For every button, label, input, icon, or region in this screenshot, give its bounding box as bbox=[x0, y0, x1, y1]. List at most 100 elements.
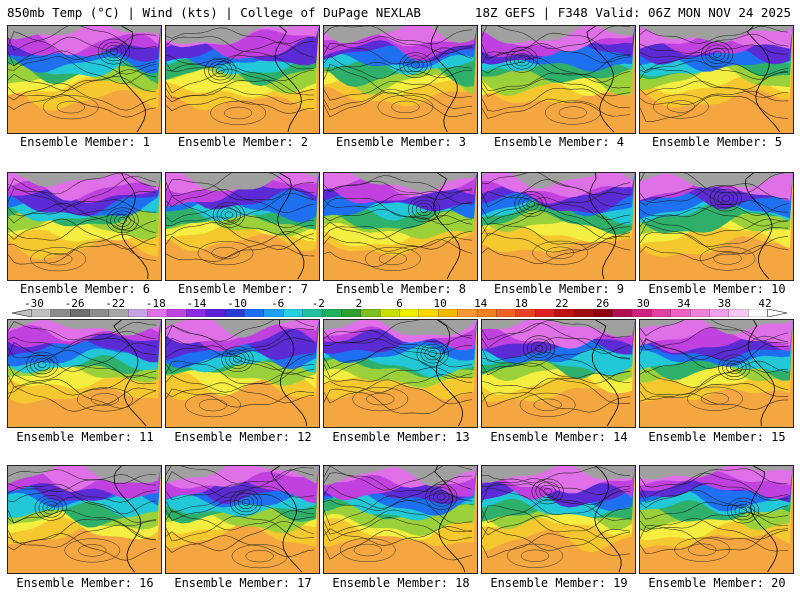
colorbar-swatch bbox=[515, 309, 536, 317]
colorbar-swatch bbox=[476, 309, 497, 317]
ensemble-member-map bbox=[639, 319, 794, 428]
colorbar-tick-label: -6 bbox=[271, 297, 285, 310]
ensemble-member-map bbox=[323, 319, 478, 428]
ensemble-member-label: Ensemble Member: 4 bbox=[493, 135, 625, 149]
model-run-valid-time: 18Z GEFS | F348 Valid: 06Z MON NOV 24 20… bbox=[474, 5, 791, 20]
colorbar-swatch bbox=[302, 309, 323, 317]
colorbar-swatch bbox=[128, 309, 149, 317]
ensemble-member-label: Ensemble Member: 15 bbox=[648, 430, 786, 444]
colorbar-swatch bbox=[399, 309, 420, 317]
colorbar-tick-label: 34 bbox=[677, 297, 691, 310]
colorbar-swatch bbox=[379, 309, 400, 317]
colorbar-swatch bbox=[263, 309, 284, 317]
colorbar-tick-label: 2 bbox=[355, 297, 363, 310]
ensemble-member-label: Ensemble Member: 17 bbox=[174, 576, 312, 590]
ensemble-member-map bbox=[165, 172, 320, 281]
colorbar-swatch bbox=[89, 309, 110, 317]
colorbar-tick-label: -2 bbox=[311, 297, 325, 310]
ensemble-member-map bbox=[323, 465, 478, 574]
ensemble-member-map bbox=[7, 172, 162, 281]
colorbar-swatch bbox=[69, 309, 90, 317]
ensemble-member-map bbox=[323, 172, 478, 281]
colorbar-tick-label: 10 bbox=[433, 297, 447, 310]
ensemble-member-map bbox=[7, 319, 162, 428]
colorbar-swatch bbox=[438, 309, 459, 317]
colorbar-swatch bbox=[341, 309, 362, 317]
ensemble-member-label: Ensemble Member: 11 bbox=[16, 430, 154, 444]
colorbar-tick-label: 38 bbox=[717, 297, 732, 310]
ensemble-member-map bbox=[481, 319, 636, 428]
ensemble-member-map bbox=[323, 25, 478, 134]
colorbar-swatch bbox=[728, 309, 749, 317]
colorbar-swatch bbox=[612, 309, 633, 317]
colorbar-tick-label: -30 bbox=[24, 297, 44, 310]
colorbar-tick-label: 6 bbox=[396, 297, 403, 310]
ensemble-member-map bbox=[165, 465, 320, 574]
colorbar-swatch bbox=[31, 309, 52, 317]
colorbar-tick-label: -26 bbox=[64, 297, 85, 310]
colorbar-swatch bbox=[593, 309, 614, 317]
ensemble-member-label: Ensemble Member: 3 bbox=[335, 135, 467, 149]
ensemble-member-map bbox=[639, 465, 794, 574]
ensemble-member-label: Ensemble Member: 7 bbox=[177, 282, 309, 296]
ensemble-member-map bbox=[481, 25, 636, 134]
colorbar-swatch bbox=[748, 309, 769, 317]
colorbar-tick-label: 42 bbox=[758, 297, 772, 310]
ensemble-member-map bbox=[7, 25, 162, 134]
colorbar-swatch bbox=[709, 309, 730, 317]
temperature-colorbar bbox=[12, 309, 787, 317]
colorbar-tick-label: -22 bbox=[105, 297, 126, 310]
colorbar-tick-label: 14 bbox=[474, 297, 488, 310]
ensemble-member-label: Ensemble Member: 9 bbox=[493, 282, 625, 296]
colorbar-swatch bbox=[360, 309, 381, 317]
colorbar-swatch bbox=[166, 309, 187, 317]
map-title: 850mb Temp (°C) | Wind (kts) | College o… bbox=[7, 5, 421, 20]
ensemble-member-label: Ensemble Member: 20 bbox=[648, 576, 786, 590]
colorbar-swatch bbox=[108, 309, 129, 317]
colorbar-swatch bbox=[244, 309, 265, 317]
ensemble-member-label: Ensemble Member: 16 bbox=[16, 576, 154, 590]
ensemble-member-label: Ensemble Member: 18 bbox=[332, 576, 470, 590]
colorbar-swatch bbox=[147, 309, 168, 317]
ensemble-member-map bbox=[165, 319, 320, 428]
colorbar-swatch bbox=[651, 309, 672, 317]
ensemble-member-label: Ensemble Member: 2 bbox=[177, 135, 309, 149]
colorbar-swatch bbox=[50, 309, 71, 317]
ensemble-member-map bbox=[481, 172, 636, 281]
colorbar-swatch bbox=[186, 309, 207, 317]
colorbar-tick-label: -18 bbox=[145, 297, 166, 310]
ensemble-member-label: Ensemble Member: 19 bbox=[490, 576, 628, 590]
ensemble-member-label: Ensemble Member: 14 bbox=[490, 430, 628, 444]
colorbar-swatch bbox=[534, 309, 555, 317]
ensemble-member-label: Ensemble Member: 5 bbox=[651, 135, 783, 149]
colorbar-swatch bbox=[670, 309, 691, 317]
colorbar-swatch bbox=[418, 309, 439, 317]
colorbar-swatch bbox=[205, 309, 226, 317]
ensemble-member-label: Ensemble Member: 1 bbox=[19, 135, 151, 149]
colorbar-swatch bbox=[631, 309, 652, 317]
colorbar-tick-label: 18 bbox=[514, 297, 528, 310]
ensemble-member-label: Ensemble Member: 6 bbox=[19, 282, 151, 296]
colorbar-swatch bbox=[554, 309, 575, 317]
colorbar-swatch bbox=[573, 309, 594, 317]
ensemble-member-label: Ensemble Member: 10 bbox=[648, 282, 786, 296]
ensemble-member-map bbox=[639, 172, 794, 281]
ensemble-member-map bbox=[7, 465, 162, 574]
ensemble-member-label: Ensemble Member: 8 bbox=[335, 282, 467, 296]
ensemble-member-map bbox=[165, 25, 320, 134]
colorbar-swatch bbox=[283, 309, 304, 317]
colorbar-swatch bbox=[457, 309, 478, 317]
colorbar-swatch bbox=[689, 309, 710, 317]
colorbar-tick-label: 26 bbox=[595, 297, 610, 310]
colorbar-tick-label: 22 bbox=[555, 297, 569, 310]
ensemble-member-map bbox=[481, 465, 636, 574]
colorbar-tick-label: -14 bbox=[186, 297, 207, 310]
ensemble-member-label: Ensemble Member: 13 bbox=[332, 430, 470, 444]
ensemble-member-map bbox=[639, 25, 794, 134]
ensemble-member-label: Ensemble Member: 12 bbox=[174, 430, 312, 444]
colorbar-swatch bbox=[321, 309, 342, 317]
colorbar-tick-label: -10 bbox=[227, 297, 248, 310]
colorbar-swatch bbox=[224, 309, 245, 317]
colorbar-swatch bbox=[496, 309, 517, 317]
colorbar-tick-label: 30 bbox=[636, 297, 650, 310]
